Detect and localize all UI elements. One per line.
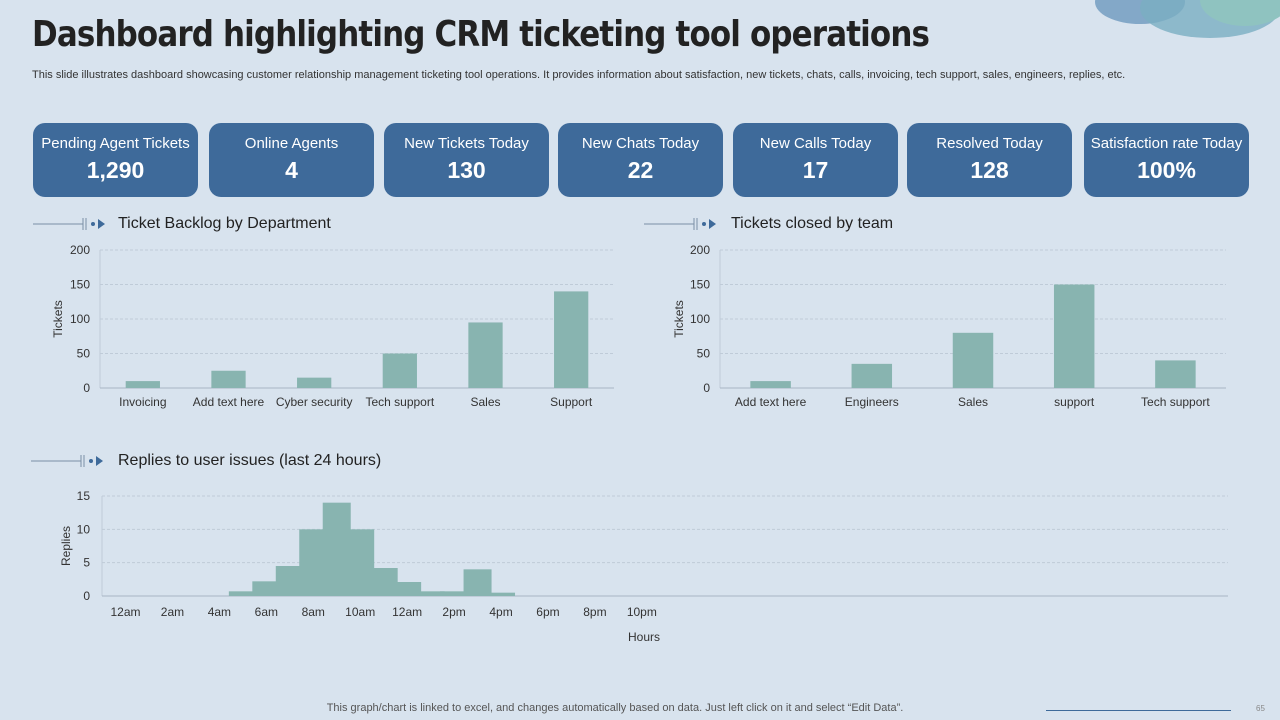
- x-tick-label: 4am: [208, 605, 231, 619]
- x-category-label: Cyber security: [276, 395, 353, 409]
- y-axis-title: Tickets: [672, 300, 686, 338]
- kpi-card-new-chats-today: New Chats Today 22: [558, 123, 723, 197]
- kpi-label: Resolved Today: [936, 135, 1043, 152]
- x-axis-title: Hours: [628, 630, 660, 644]
- footer-line: [1046, 710, 1231, 711]
- x-category-label: Tech support: [1141, 395, 1210, 409]
- y-tick-label: 15: [77, 489, 91, 503]
- kpi-value: 128: [970, 157, 1009, 183]
- bar: [416, 591, 445, 596]
- page-number: 65: [1256, 704, 1265, 713]
- x-tick-label: 8pm: [583, 605, 606, 619]
- bar: [554, 291, 589, 388]
- y-tick-label: 0: [703, 381, 710, 395]
- bar: [468, 322, 503, 388]
- kpi-value: 4: [285, 157, 298, 183]
- bar: [369, 568, 398, 596]
- x-tick-label: 10am: [345, 605, 375, 619]
- chart-title-ticket-backlog: Ticket Backlog by Department: [118, 215, 331, 232]
- bar: [851, 363, 893, 388]
- y-tick-label: 50: [77, 347, 91, 361]
- x-category-label: Sales: [470, 395, 500, 409]
- kpi-label: Online Agents: [244, 135, 339, 152]
- y-tick-label: 150: [70, 278, 90, 292]
- x-tick-label: 4pm: [489, 605, 512, 619]
- y-tick-label: 50: [697, 347, 711, 361]
- x-tick-label: 10pm: [627, 605, 657, 619]
- y-tick-label: 100: [70, 312, 90, 326]
- x-tick-label: 6pm: [536, 605, 559, 619]
- x-category-label: Sales: [958, 395, 988, 409]
- kpi-value: 17: [802, 157, 829, 183]
- bar: [382, 353, 417, 388]
- section-marker-icon: [644, 218, 716, 230]
- x-category-label: Tech support: [365, 395, 434, 409]
- kpi-card-pending-agent-tickets: Pending Agent Tickets 1,290: [33, 123, 198, 197]
- y-tick-label: 0: [83, 381, 90, 395]
- y-tick-label: 10: [77, 522, 91, 536]
- y-tick-label: 200: [70, 243, 90, 257]
- bar: [125, 381, 160, 388]
- kpi-label: New Tickets Today: [404, 135, 529, 152]
- bar: [252, 581, 281, 596]
- bar: [275, 566, 304, 596]
- x-category-label: Invoicing: [119, 395, 166, 409]
- chart-title-replies: Replies to user issues (last 24 hours): [118, 452, 382, 469]
- bar: [211, 370, 246, 388]
- bar: [1053, 284, 1095, 388]
- kpi-label: New Chats Today: [581, 135, 700, 152]
- kpi-card-satisfaction-rate-today: Satisfaction rate Today 100%: [1084, 123, 1249, 197]
- kpi-card-new-calls-today: New Calls Today 17: [733, 123, 898, 197]
- page-subtitle: This slide illustrates dashboard showcas…: [32, 69, 1126, 81]
- x-category-label: Add text here: [193, 395, 265, 409]
- kpi-card-new-tickets-today: New Tickets Today 130: [384, 123, 549, 197]
- x-tick-label: 12am: [392, 605, 422, 619]
- kpi-label: Satisfaction rate Today: [1090, 135, 1243, 152]
- x-category-label: support: [1054, 395, 1095, 409]
- x-tick-label: 8am: [302, 605, 325, 619]
- y-tick-label: 200: [690, 243, 710, 257]
- section-marker-icon: [33, 218, 105, 230]
- kpi-label: New Calls Today: [759, 135, 872, 152]
- kpi-value: 1,290: [86, 157, 145, 183]
- y-tick-label: 100: [690, 312, 710, 326]
- bar: [952, 332, 994, 388]
- footer-note: This graph/chart is linked to excel, and…: [326, 702, 904, 714]
- x-tick-label: 2am: [161, 605, 184, 619]
- y-tick-label: 5: [83, 556, 90, 570]
- chart-title-tickets-closed: Tickets closed by team: [731, 215, 894, 232]
- y-axis-title: Replies: [59, 526, 73, 566]
- x-category-label: Support: [550, 395, 593, 409]
- page-title: Dashboard highlighting CRM ticketing too…: [32, 14, 930, 55]
- bar: [297, 377, 332, 388]
- y-tick-label: 150: [690, 278, 710, 292]
- section-marker-icon: [31, 455, 103, 467]
- x-category-label: Engineers: [845, 395, 899, 409]
- bar: [463, 569, 492, 596]
- x-tick-label: 12am: [110, 605, 140, 619]
- bar: [228, 591, 257, 596]
- bar: [299, 529, 328, 596]
- kpi-value: 22: [627, 157, 654, 183]
- x-tick-label: 2pm: [442, 605, 465, 619]
- kpi-value: 130: [447, 157, 486, 183]
- bar: [1155, 360, 1196, 388]
- kpi-card-resolved-today: Resolved Today 128: [907, 123, 1072, 197]
- bar: [322, 502, 351, 596]
- bar: [750, 381, 791, 388]
- y-tick-label: 0: [83, 589, 90, 603]
- bar: [487, 592, 516, 596]
- kpi-value: 100%: [1137, 157, 1196, 183]
- kpi-label: Pending Agent Tickets: [41, 135, 190, 152]
- y-axis-title: Tickets: [51, 300, 65, 338]
- kpi-card-online-agents: Online Agents 4: [209, 123, 374, 197]
- bar: [346, 529, 375, 596]
- x-tick-label: 6am: [255, 605, 278, 619]
- bar: [440, 591, 469, 596]
- bar: [393, 582, 422, 596]
- decorative-shapes: [1095, 0, 1280, 38]
- x-category-label: Add text here: [735, 395, 807, 409]
